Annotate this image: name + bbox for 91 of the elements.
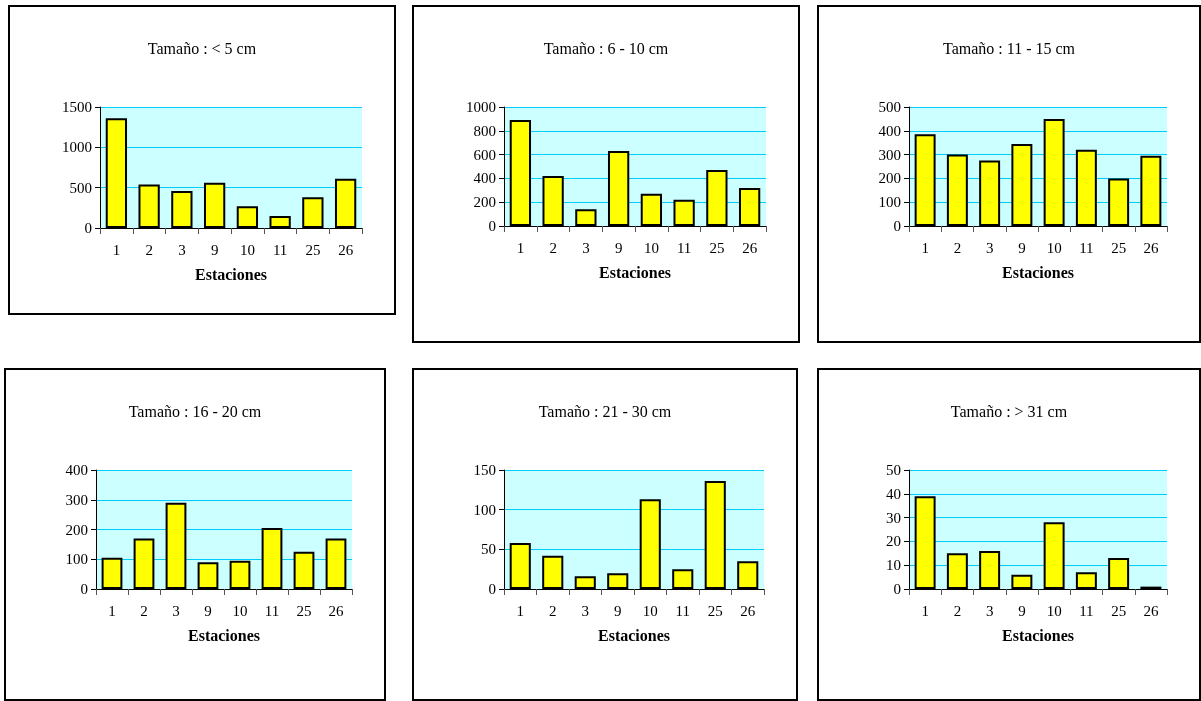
y-tick-label: 10 [886,557,901,574]
x-tick-label: 26 [328,602,344,619]
y-tick-label: 0 [893,218,901,234]
x-tick-label: 25 [305,241,321,258]
y-tick-label: 500 [878,99,901,115]
y-tick-label: 150 [473,462,496,478]
x-tick-label: 9 [210,241,219,258]
x-tick-label: 25 [1111,239,1127,256]
y-tick-label: 0 [488,581,496,597]
x-tick-label: 11 [676,239,692,256]
x-axis-title: Estaciones [599,263,671,281]
x-axis-title: Estaciones [1002,626,1074,644]
y-tick-label: 50 [886,462,901,478]
y-tick-label: 0 [80,581,88,597]
y-tick-label: 200 [878,170,901,187]
x-tick-label: 3 [985,239,994,256]
x-tick-label: 3 [582,239,590,256]
y-tick-label: 500 [69,179,92,196]
x-tick-label: 1 [516,602,524,619]
x-tick-label: 9 [204,602,212,619]
y-tick-label: 100 [65,551,88,568]
y-tick-label: 600 [473,146,496,163]
x-tick-label: 1 [921,602,929,619]
y-tick-label: 400 [878,122,901,139]
y-tick-label: 300 [65,491,88,508]
x-tick-label: 25 [1111,602,1127,619]
y-tick-label: 30 [886,509,901,526]
x-tick-label: 26 [1143,239,1159,256]
x-tick-label: 2 [953,239,962,256]
x-axis-title: Estaciones [598,626,670,644]
chart-title: Tamaño : 21 - 30 cm [538,402,672,420]
x-tick-label: 26 [740,602,756,619]
x-axis-title: Estaciones [1002,263,1074,281]
chart-title: Tamaño : < 5 cm [147,39,257,57]
chart-title: Tamaño : 11 - 15 cm [942,39,1076,57]
x-tick-label: 11 [675,602,690,619]
y-tick-label: 400 [473,170,496,187]
x-tick-label: 9 [1018,239,1026,256]
x-tick-label: 3 [172,602,180,619]
x-tick-label: 2 [549,239,557,256]
x-tick-label: 2 [140,602,148,619]
x-tick-label: 10 [239,241,255,258]
x-axis-title: Estaciones [188,626,260,644]
x-tick-label: 2 [549,602,557,619]
chart-title: Tamaño : > 31 cm [950,402,1068,420]
y-tick-label: 0 [84,220,92,236]
y-tick-label: 20 [886,533,901,550]
x-tick-label: 2 [145,241,153,258]
y-tick-label: 0 [893,581,901,597]
x-tick-label: 11 [272,241,288,258]
chart-title: Tamaño : 16 - 20 cm [128,402,262,420]
y-tick-label: 50 [481,541,496,558]
y-tick-label: 40 [886,485,901,502]
x-tick-label: 3 [178,241,186,258]
y-tick-label: 0 [488,218,496,234]
x-tick-label: 1 [516,239,525,256]
x-tick-label: 3 [581,602,589,619]
x-tick-label: 3 [985,602,994,619]
x-tick-label: 25 [296,602,312,619]
y-tick-label: 300 [878,146,901,163]
y-tick-label: 200 [473,194,496,211]
x-tick-label: 11 [264,602,280,619]
y-tick-label: 400 [65,462,88,478]
x-tick-label: 10 [643,239,659,256]
y-tick-label: 1000 [466,99,496,115]
x-tick-label: 10 [642,602,658,619]
x-axis-title: Estaciones [195,265,267,283]
y-tick-label: 100 [878,194,901,211]
x-tick-label: 10 [1046,602,1062,619]
x-tick-label: 11 [1079,602,1094,619]
x-tick-label: 25 [707,602,723,619]
x-tick-label: 26 [338,241,354,258]
chart-title: Tamaño : 6 - 10 cm [543,39,669,57]
x-tick-label: 11 [1079,239,1094,256]
x-tick-label: 26 [1143,602,1159,619]
x-tick-label: 10 [232,602,248,619]
x-tick-label: 26 [742,239,758,256]
y-tick-label: 100 [473,501,496,518]
x-tick-label: 25 [709,239,725,256]
x-tick-label: 10 [1046,239,1062,256]
y-tick-label: 800 [473,122,496,139]
x-tick-label: 1 [108,602,116,619]
y-tick-label: 1500 [62,99,92,115]
x-tick-label: 9 [614,239,623,256]
x-tick-label: 1 [112,241,121,258]
y-tick-label: 1000 [62,139,92,156]
y-tick-label: 200 [65,521,88,538]
x-tick-label: 1 [921,239,929,256]
x-tick-label: 2 [953,602,962,619]
x-tick-label: 9 [1018,602,1026,619]
x-tick-label: 9 [614,602,622,619]
